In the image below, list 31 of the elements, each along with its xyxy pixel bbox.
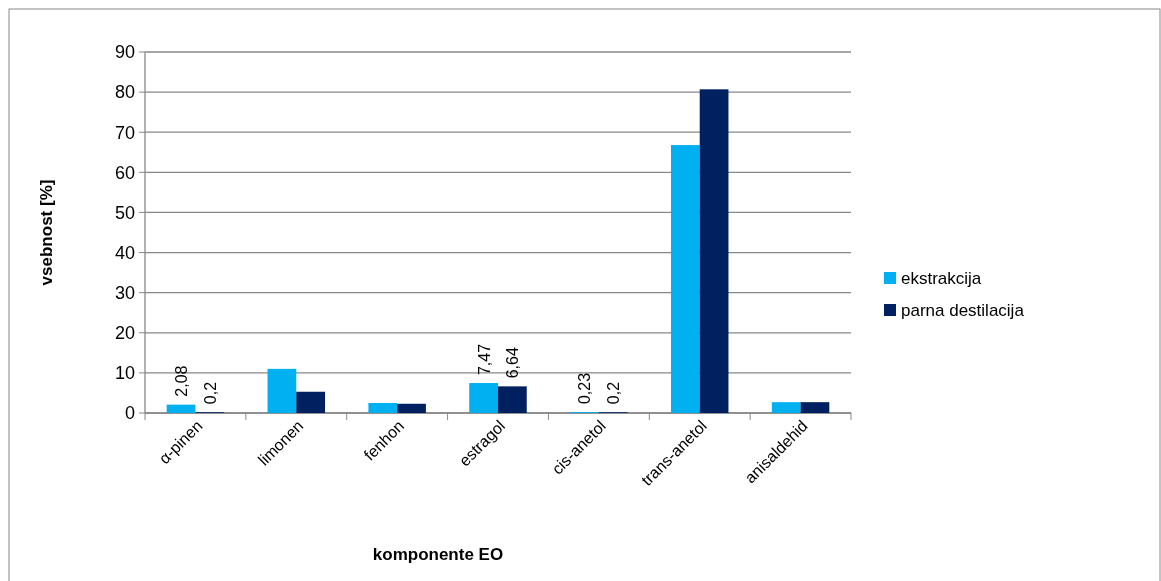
- bar: [498, 386, 527, 413]
- bar: [469, 383, 498, 413]
- y-tick-label: 50: [114, 202, 135, 223]
- data-label: 0,2: [605, 381, 623, 405]
- data-label: 7,47: [475, 343, 493, 376]
- y-tick-label: 40: [114, 242, 135, 263]
- bar: [267, 368, 297, 413]
- y-tick-label: 30: [114, 282, 135, 303]
- data-label: 2,08: [173, 365, 191, 397]
- bar: [670, 145, 700, 413]
- legend-label: ekstrakcija: [901, 268, 982, 288]
- y-tick-label: 80: [114, 82, 135, 103]
- legend-label: parna destilacija: [901, 300, 1025, 320]
- y-tick-label: 20: [114, 323, 135, 344]
- data-label: 0,23: [576, 372, 594, 405]
- bar: [296, 391, 326, 413]
- y-tick-label: 90: [114, 42, 135, 63]
- bar: [699, 89, 729, 413]
- y-axis-title: vsebnost [%]: [37, 179, 56, 286]
- bar: [368, 402, 398, 413]
- data-label: 6,64: [504, 347, 522, 379]
- bar: [771, 402, 801, 413]
- data-label: 0,2: [201, 381, 219, 405]
- bar: [397, 403, 426, 413]
- y-tick-label: 60: [114, 162, 135, 183]
- y-tick-label: 10: [114, 363, 135, 384]
- bar: [166, 404, 196, 413]
- y-tick-label: 70: [114, 122, 135, 143]
- bar: [800, 402, 830, 413]
- x-axis-title: komponente EO: [372, 545, 504, 564]
- y-tick-label: 0: [124, 403, 135, 424]
